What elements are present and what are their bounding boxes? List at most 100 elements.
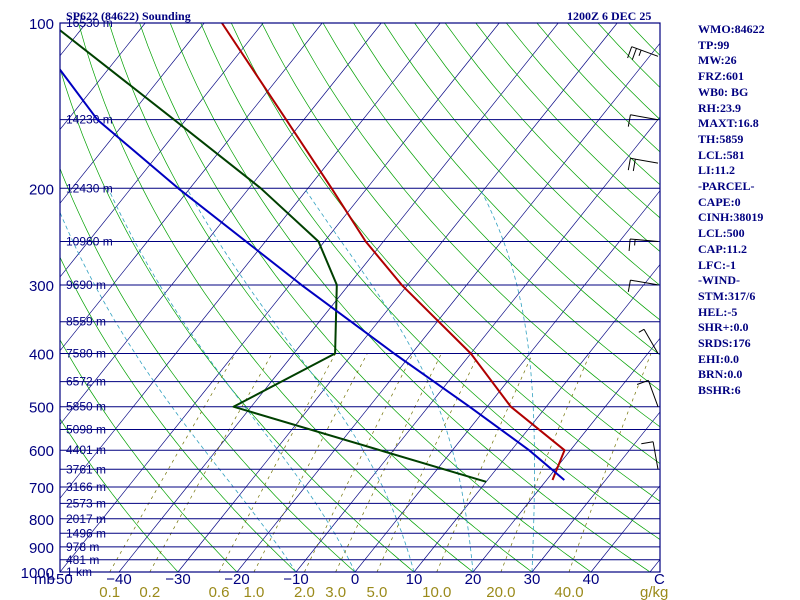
pressure-tick-label: 300: [29, 278, 54, 295]
wind-barb: [638, 328, 659, 354]
height-label: 14230 m: [66, 113, 113, 127]
wind-barb: [627, 46, 659, 60]
temperature-tick-label: −40: [106, 571, 131, 588]
index-item: STM:317/6: [698, 288, 756, 303]
temperature-tick-label: 10: [406, 571, 423, 588]
temperature-tick-label: −20: [224, 571, 249, 588]
index-item: SHR+:0.0: [698, 320, 749, 335]
index-item: TH:5859: [698, 131, 744, 146]
index-item: BRN:0.0: [698, 367, 743, 382]
indices-panel: WMO:84622 TP:99 MW:26 FRZ:601 WB0: BG RH…: [698, 22, 765, 399]
isotherm-line: [413, 263, 660, 572]
moist-adiabat-line: [186, 188, 415, 572]
height-label: 10960 m: [66, 234, 113, 248]
wind-barb: [641, 441, 659, 470]
mixing-ratio-unit: g/kg: [640, 584, 668, 600]
pressure-tick-label: 1000: [21, 565, 54, 582]
height-label: 978 m: [66, 540, 99, 554]
series-parcel-line: [60, 68, 565, 481]
index-item: CINH:38019: [698, 210, 764, 225]
wind-barb: [627, 157, 659, 172]
height-label: 5098 m: [66, 422, 106, 436]
index-item: EHI:0.0: [698, 351, 740, 366]
index-item: WB0: BG: [698, 84, 749, 99]
mixing-ratio-tick-label: 3.0: [325, 584, 346, 600]
isotherm-line: [472, 337, 660, 572]
isotherm-line: [60, 23, 205, 204]
height-label: 9690 m: [66, 278, 106, 292]
y-axis-unit: mb: [34, 571, 55, 588]
height-label: 2017 m: [66, 512, 106, 526]
index-item: -WIND-: [698, 273, 740, 288]
mixing-ratio-tick-label: 0.1: [99, 584, 120, 600]
temperature-tick-label: −50: [47, 571, 72, 588]
temperature-tick-label: −30: [165, 571, 190, 588]
temperature-tick-label: 40: [583, 571, 600, 588]
index-item: TP:99: [698, 37, 730, 52]
height-label: 5850 m: [66, 400, 106, 414]
index-item: SRDS:176: [698, 336, 751, 351]
height-label: 1496 m: [66, 526, 106, 540]
x-axis-unit: C: [654, 571, 665, 588]
height-label: 3166 m: [66, 480, 106, 494]
pressure-tick-label: 100: [29, 16, 54, 33]
temperature-tick-label: 20: [465, 571, 482, 588]
height-label: 7580 m: [66, 347, 106, 361]
chart-title: SP622 (84622) Sounding: [66, 9, 191, 23]
index-item: WMO:84622: [698, 22, 765, 36]
index-item: RH:23.9: [698, 100, 741, 115]
index-item: CAP:11.2: [698, 241, 747, 256]
mixing-ratio-tick-label: 10.0: [422, 584, 451, 600]
temperature-tick-label: −10: [283, 571, 308, 588]
index-item: FRZ:601: [698, 69, 744, 84]
pressure-tick-label: 500: [29, 400, 54, 417]
mixing-ratio-tick-label: 40.0: [554, 584, 583, 600]
series-temperature-line: [221, 23, 566, 481]
index-item: MAXT:16.8: [698, 116, 759, 131]
wind-barb: [636, 379, 659, 407]
mixing-ratio-tick-label: 1.0: [244, 584, 265, 600]
isotherm-line: [354, 190, 660, 572]
chart-time: 1200Z 6 DEC 25: [567, 9, 651, 23]
index-item: LCL:500: [698, 226, 745, 241]
pressure-tick-label: 600: [29, 443, 54, 460]
isotherm-line: [118, 23, 559, 572]
isotherm-line: [60, 23, 382, 426]
moist-adiabat-line: [60, 211, 297, 572]
moist-adiabat-line: [107, 188, 356, 572]
isotherm-line: [177, 23, 618, 572]
series-dewpoint-line: [60, 28, 487, 483]
index-item: BSHR:6: [698, 383, 741, 398]
index-item: CAPE:0: [698, 194, 741, 209]
index-item: -PARCEL-: [698, 179, 755, 194]
mixing-ratio-tick-label: 2.0: [294, 584, 315, 600]
isotherm-line: [236, 42, 660, 572]
pressure-tick-label: 400: [29, 347, 54, 364]
height-label: 8559 m: [66, 315, 106, 329]
mixing-ratio-tick-label: 0.6: [209, 584, 230, 600]
height-label: 12430 m: [66, 181, 113, 195]
index-item: MW:26: [698, 53, 737, 68]
height-label: 2573 m: [66, 496, 106, 510]
index-item: LFC:-1: [698, 257, 736, 272]
height-label: 4401 m: [66, 443, 106, 457]
isotherm-line: [60, 23, 500, 572]
temperature-tick-label: 30: [524, 571, 541, 588]
mixing-ratio-tick-label: 20.0: [486, 584, 515, 600]
height-label: 6572 m: [66, 375, 106, 389]
mixing-ratio-tick-label: 5.0: [367, 584, 388, 600]
pressure-tick-label: 800: [29, 512, 54, 529]
wind-barb: [627, 279, 659, 292]
isotherm-line: [60, 23, 441, 499]
wind-barb: [628, 238, 659, 252]
plot-frame: [59, 22, 661, 573]
height-label: 481 m: [66, 553, 99, 567]
index-item: LI:11.2: [698, 163, 736, 178]
wind-barb: [627, 114, 659, 127]
pressure-tick-label: 200: [29, 181, 54, 198]
index-item: LCL:581: [698, 147, 745, 162]
isotherm-line: [531, 411, 660, 572]
